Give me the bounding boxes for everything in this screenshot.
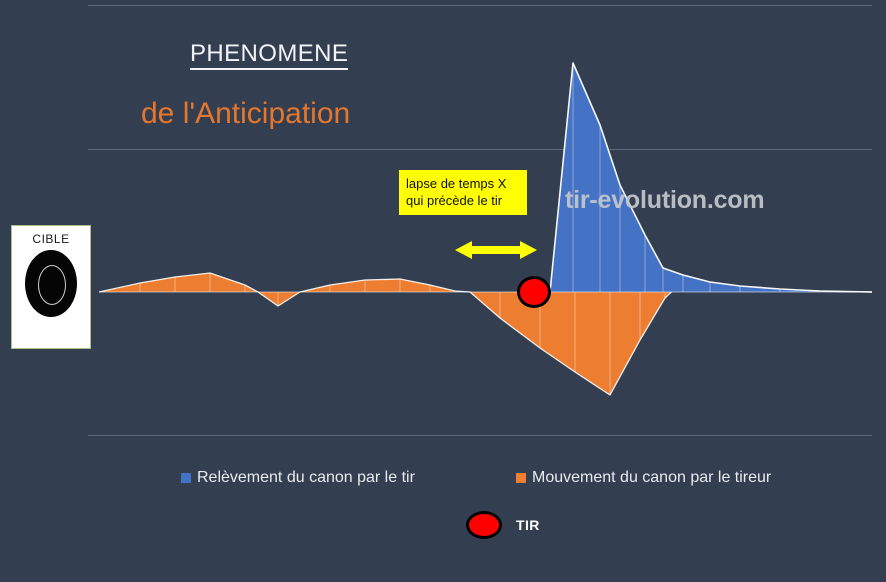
site-watermark: tir-evolution.com	[565, 186, 765, 214]
callout-line-1: lapse de temps X	[406, 176, 507, 191]
double-headed-arrow-icon	[455, 241, 537, 259]
legend-swatch-orange-icon	[516, 473, 526, 483]
legend-label-shot: TIR	[516, 517, 540, 533]
target-inner-ring	[38, 264, 66, 305]
legend-label-orange: Mouvement du canon par le tireur	[532, 469, 772, 486]
shot-marker-icon	[517, 276, 551, 308]
page-subtitle: de l'Anticipation	[141, 97, 351, 130]
legend-item-shot: TIR	[466, 511, 540, 539]
gridline-lower	[88, 435, 872, 436]
target-card: CIBLE	[11, 225, 91, 349]
gridline-upper	[88, 149, 872, 150]
callout-line-2: qui précède le tir	[406, 193, 503, 209]
legend-label-blue: Relèvement du canon par le tir	[197, 469, 415, 486]
gridline-top	[88, 5, 872, 6]
page-title: PHENOMENE	[190, 41, 349, 71]
target-bullseye-icon	[25, 250, 77, 317]
series-line-blue	[534, 62, 873, 293]
legend-item-blue: Relèvement du canon par le tir	[181, 469, 415, 487]
legend-item-orange: Mouvement du canon par le tireur	[516, 469, 771, 487]
anticipation-callout-box: lapse de temps X qui précède le tir	[399, 170, 527, 216]
chart-legend: Relèvement du canon par le tir Mouvement…	[0, 469, 886, 493]
legend-swatch-blue-icon	[181, 473, 191, 483]
target-card-label: CIBLE	[32, 232, 70, 246]
series-area-orange	[99, 273, 872, 395]
series-area-blue	[534, 63, 872, 292]
legend-swatch-shot-icon	[466, 511, 502, 539]
